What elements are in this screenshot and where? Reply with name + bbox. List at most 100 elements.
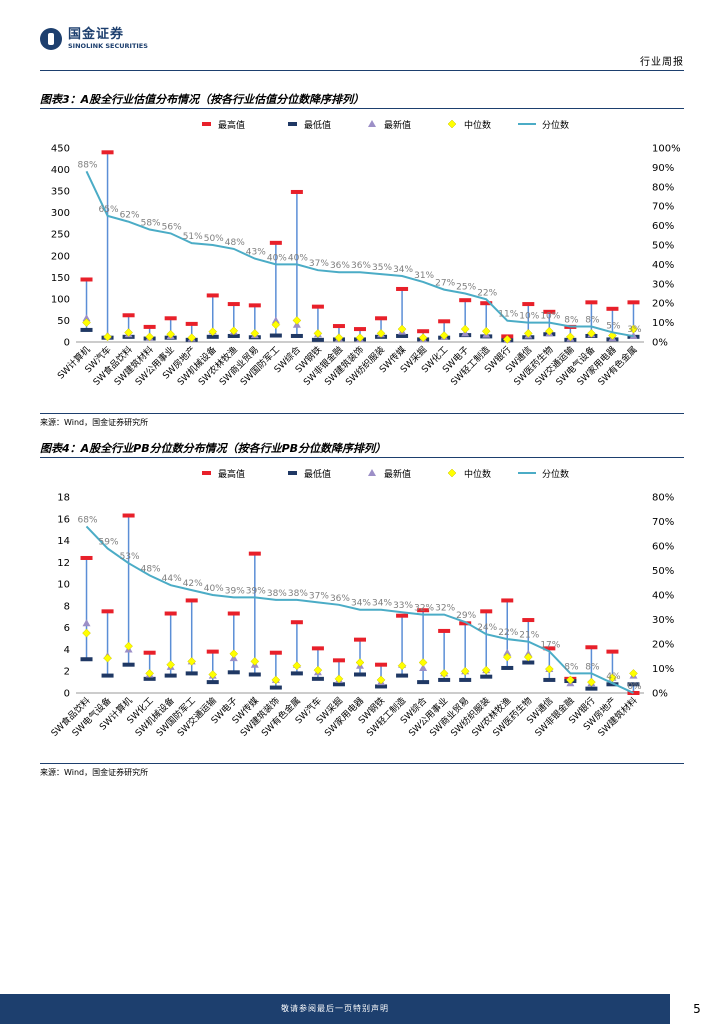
max-marker [375, 316, 388, 321]
max-marker [459, 298, 472, 303]
min-marker [501, 665, 514, 670]
figure-3-title-rule [40, 108, 684, 109]
y-tick-label: 12 [57, 558, 70, 569]
percentile-data-label: 34% [372, 599, 392, 609]
footer-bar: 敬请参阅最后一页特别声明 5 [0, 994, 724, 1024]
max-marker [269, 650, 282, 655]
percentile-data-label: 59% [99, 537, 119, 547]
median-marker [418, 333, 428, 343]
median-marker [523, 329, 533, 338]
median-marker [523, 652, 533, 662]
median-marker [460, 666, 470, 676]
legend-latest-label: 最新值 [384, 119, 411, 131]
median-marker [313, 329, 323, 338]
median-marker [418, 658, 428, 667]
median-marker [229, 649, 239, 659]
y-tick-label: 150 [51, 273, 70, 284]
max-marker [143, 324, 156, 329]
min-marker [332, 682, 345, 687]
percentile-data-label: 21% [519, 631, 539, 641]
median-marker [544, 326, 554, 336]
min-marker [543, 677, 556, 682]
median-marker [145, 669, 154, 678]
percentile-data-label: 36% [330, 261, 350, 271]
min-marker [185, 671, 198, 676]
y-tick-label: 0 [64, 338, 70, 349]
percentile-data-label: 25% [456, 283, 476, 293]
y2-tick-label: 30% [652, 615, 674, 626]
figure-3-source-rule [40, 413, 684, 414]
median-marker [502, 652, 512, 662]
percentile-data-label: 34% [393, 265, 413, 275]
y-tick-label: 4 [64, 645, 70, 656]
percentile-data-label: 40% [267, 253, 287, 263]
max-marker [522, 302, 535, 307]
y-tick-label: 250 [51, 230, 70, 241]
max-marker [459, 621, 472, 626]
percentile-data-label: 36% [330, 594, 350, 604]
max-marker [438, 628, 451, 633]
median-marker [208, 670, 218, 679]
y-tick-label: 0 [64, 689, 70, 700]
min-marker [438, 677, 451, 682]
valuation-distribution-chart: 最高值 最低值 最新值 中位数 分位数 0 50 100 150 200 250 300 350 400 4… [51, 119, 681, 388]
max-marker [101, 609, 114, 614]
max-marker [606, 649, 619, 654]
latest-marker [419, 663, 428, 671]
y2-tick-label: 30% [652, 279, 674, 290]
median-marker [187, 333, 197, 343]
median-marker [292, 661, 302, 671]
legend-percentile-label: 分位数 [542, 468, 569, 480]
percentile-data-label: 37% [309, 591, 329, 601]
max-marker [354, 327, 366, 332]
latest-marker [82, 619, 91, 627]
y-tick-label: 350 [51, 187, 70, 198]
percentile-data-label: 50% [204, 234, 224, 244]
y2-tick-label: 90% [652, 163, 674, 174]
percentile-data-label: 32% [414, 604, 434, 614]
percentile-data-label: 31% [414, 271, 434, 281]
max-marker [585, 645, 598, 650]
header-divider [40, 70, 684, 71]
median-marker [566, 332, 575, 342]
legend-min-marker [288, 122, 297, 126]
min-marker [375, 684, 388, 689]
median-marker [376, 675, 386, 685]
y2-tick-label: 50% [652, 566, 674, 577]
max-marker [417, 608, 430, 613]
max-marker [311, 646, 324, 651]
y2-tick-label: 80% [652, 182, 674, 193]
y2-tick-label: 100% [652, 144, 681, 155]
median-marker [166, 329, 176, 339]
percentile-data-label: 24% [477, 623, 497, 633]
y-tick-label: 14 [57, 536, 70, 547]
median-marker [587, 677, 596, 687]
percentile-data-label: 51% [183, 232, 203, 242]
y2-tick-label: 0% [652, 338, 668, 349]
percentile-data-label: 40% [204, 584, 224, 594]
percentile-data-label: 58% [141, 218, 161, 228]
max-marker [480, 301, 493, 306]
legend-latest-marker [368, 120, 376, 127]
legend-max-label: 最高值 [218, 468, 245, 480]
y-tick-label: 200 [51, 251, 70, 262]
legend-min-label: 最低值 [304, 119, 331, 131]
median-marker [566, 675, 575, 685]
median-marker [124, 641, 133, 651]
median-marker [608, 673, 617, 683]
percentile-data-label: 5% [606, 321, 621, 331]
median-marker [271, 320, 281, 330]
median-marker [103, 332, 112, 342]
median-marker [460, 324, 470, 334]
y2-tick-label: 20% [652, 299, 674, 310]
median-marker [544, 664, 554, 674]
company-logo: 国金证券 SINOLINK SECURITIES [40, 28, 148, 50]
median-marker [292, 316, 302, 325]
percentile-data-label: 40% [288, 253, 308, 263]
median-marker [439, 669, 449, 678]
max-marker [248, 303, 261, 308]
median-marker [187, 657, 197, 666]
median-marker [439, 331, 449, 340]
median-marker [229, 326, 239, 336]
median-marker [334, 674, 344, 684]
